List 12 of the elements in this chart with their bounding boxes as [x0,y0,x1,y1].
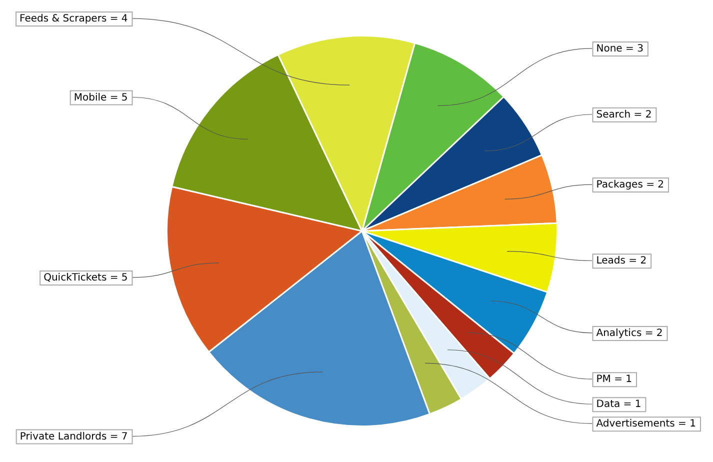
slice-label: Advertisements = 1 [596,418,696,430]
slice-label: Private Landlords = 7 [20,431,128,442]
slice-label: Mobile = 5 [74,92,128,104]
slice-label: Feeds & Scrapers = 4 [20,14,128,25]
slice-label: Packages = 2 [596,180,664,191]
slice-label: Leads = 2 [596,256,647,267]
slice-label: Search = 2 [596,109,652,120]
slice-label: None = 3 [596,44,644,55]
slice-label: Data = 1 [596,399,642,410]
slice-label: PM = 1 [596,374,632,386]
slice-label: QuickTickets = 5 [44,272,128,284]
slice-label: Analytics = 2 [596,328,663,340]
